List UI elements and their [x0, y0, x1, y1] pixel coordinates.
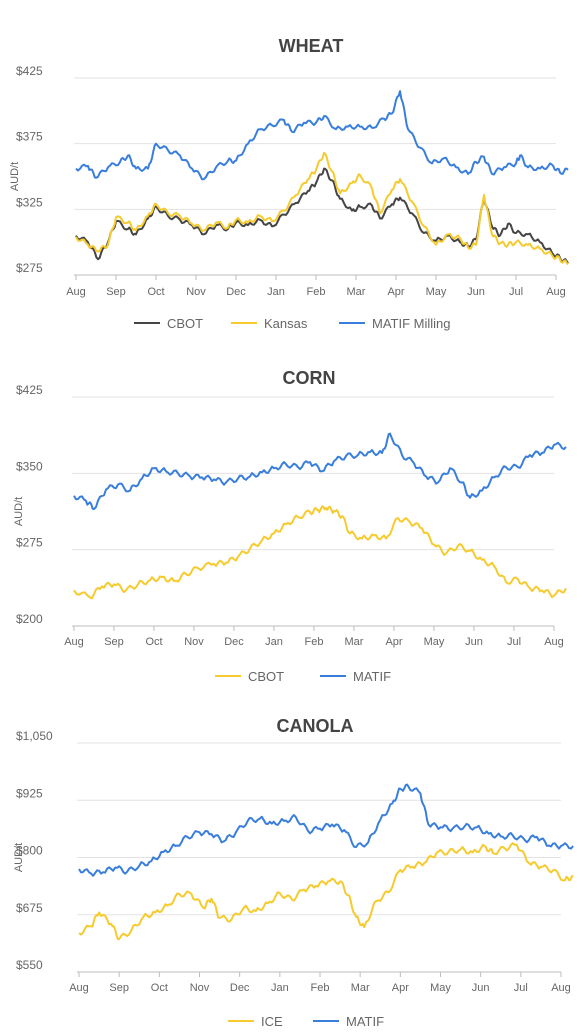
x-tick-label: Dec [230, 982, 250, 994]
y-tick-label: $200 [16, 612, 43, 626]
legend-item[interactable]: MATIF [320, 669, 391, 684]
legend-label: CBOT [167, 316, 203, 331]
y-tick-label: $675 [16, 901, 43, 915]
x-tick-label: May [424, 636, 445, 648]
series-matif [78, 783, 574, 877]
chart-title: WHEAT [279, 36, 344, 56]
y-tick-label: $275 [16, 261, 43, 275]
series-matif [73, 432, 567, 510]
series-cbot [73, 505, 567, 600]
x-tick-label: Dec [226, 286, 246, 298]
x-tick-label: Mar [345, 636, 364, 648]
legend-item[interactable]: CBOT [215, 669, 284, 684]
x-tick-label: Oct [147, 286, 164, 298]
x-tick-label: Oct [151, 982, 168, 994]
chart-corn: CORN AUD/t $200 $275 $350 $425 Aug Sep Oct Nov Dec… [13, 368, 567, 684]
x-tick-label: Jan [271, 982, 289, 994]
x-tick-label: Aug [544, 636, 564, 648]
x-tick-label: Nov [184, 636, 204, 648]
series-line [75, 90, 569, 181]
x-tick-label: Aug [64, 636, 84, 648]
x-tick-label: Feb [307, 286, 326, 298]
legend-item[interactable]: MATIF Milling [339, 316, 450, 331]
y-axis-label: AUD/t [9, 162, 21, 191]
x-tick-label: Mar [351, 982, 370, 994]
x-tick-label: Sep [104, 636, 124, 648]
x-tick-label: Jun [465, 636, 483, 648]
legend-label: Kansas [264, 316, 308, 331]
legend-item[interactable]: ICE [228, 1014, 283, 1029]
legend-label: MATIF [353, 669, 391, 684]
x-tick-label: Sep [109, 982, 129, 994]
series-cbot [75, 167, 569, 264]
series-line [73, 505, 567, 600]
x-tick-label: Nov [186, 286, 206, 298]
legend-item[interactable]: CBOT [134, 316, 203, 331]
chart-title: CORN [283, 368, 336, 388]
series-line [73, 432, 567, 510]
legend-label: CBOT [248, 669, 284, 684]
x-tick-label: Aug [69, 982, 89, 994]
legend-label: ICE [261, 1014, 283, 1029]
y-axis-label: AUD/t [13, 497, 25, 526]
series-kansas [75, 151, 569, 266]
chart-wheat: WHEAT AUD/t $275 $325 $375 $425 Aug Sep Oct Nov De… [9, 36, 569, 331]
series-line [75, 167, 569, 264]
x-tick-label: Feb [311, 982, 330, 994]
y-tick-label: $1,050 [16, 729, 53, 743]
x-tick-label: Aug [551, 982, 571, 994]
x-tick-label: Apr [392, 982, 409, 994]
x-tick-label: Apr [385, 636, 402, 648]
legend-label: MATIF Milling [372, 316, 450, 331]
series-matif-milling [75, 90, 569, 181]
x-tick-label: Jul [507, 636, 521, 648]
y-tick-label: $550 [16, 958, 43, 972]
x-tick-label: Aug [66, 286, 86, 298]
x-tick-label: Dec [224, 636, 244, 648]
x-tick-label: Jul [514, 982, 528, 994]
y-tick-label: $800 [16, 844, 43, 858]
y-tick-label: $350 [16, 459, 43, 473]
x-tick-label: Nov [190, 982, 210, 994]
x-tick-label: Mar [347, 286, 366, 298]
x-tick-label: May [430, 982, 451, 994]
y-tick-label: $425 [16, 64, 43, 78]
y-tick-label: $425 [16, 383, 43, 397]
y-tick-label: $375 [16, 130, 43, 144]
x-tick-label: Jun [472, 982, 490, 994]
legend-item[interactable]: Kansas [231, 316, 308, 331]
x-tick-label: Jan [265, 636, 283, 648]
x-tick-label: Aug [546, 286, 566, 298]
x-tick-label: Jul [509, 286, 523, 298]
y-axis-label: AUD/t [13, 843, 25, 872]
legend-label: MATIF [346, 1014, 384, 1029]
y-tick-label: $325 [16, 195, 43, 209]
x-tick-label: Apr [387, 286, 404, 298]
x-tick-label: Sep [106, 286, 126, 298]
series-ice [78, 842, 574, 941]
y-tick-label: $275 [16, 536, 43, 550]
x-tick-label: Jun [467, 286, 485, 298]
series-line [75, 151, 569, 266]
x-tick-label: Oct [145, 636, 162, 648]
chart-title: CANOLA [277, 716, 354, 736]
x-tick-label: May [426, 286, 447, 298]
legend-item[interactable]: MATIF [313, 1014, 384, 1029]
series-line [78, 783, 574, 877]
y-tick-label: $925 [16, 786, 43, 800]
x-tick-label: Feb [305, 636, 324, 648]
series-line [78, 842, 574, 941]
x-tick-label: Jan [267, 286, 285, 298]
chart-canola: CANOLA AUD/t $550 $675 $800 $925 $1,050 Aug Sep O… [13, 716, 574, 1029]
